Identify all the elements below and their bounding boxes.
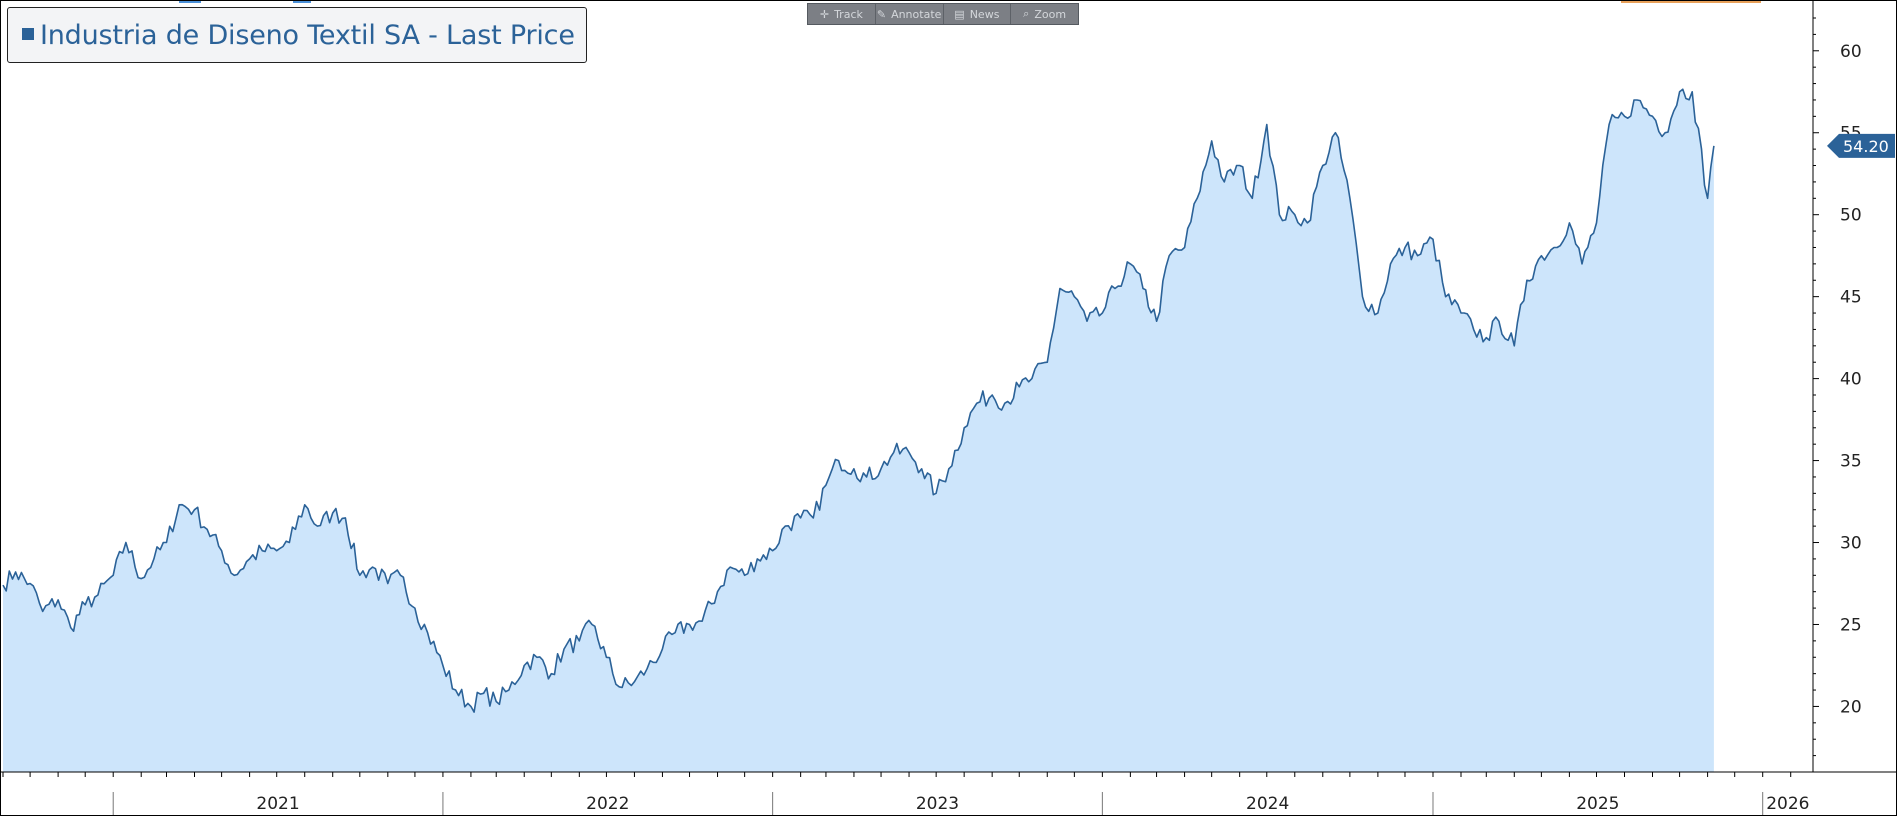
y-tick-label: 45 xyxy=(1840,288,1862,308)
newspaper-icon: ▤ xyxy=(954,7,965,21)
annotate-button[interactable]: ✎ Annotate xyxy=(876,4,944,24)
y-tick-label: 35 xyxy=(1840,452,1862,472)
track-label: Track xyxy=(834,7,863,21)
zoom-label: Zoom xyxy=(1034,7,1067,21)
last-price-label: 54.20 xyxy=(1827,133,1895,158)
x-tick-label: 2024 xyxy=(1246,794,1289,814)
news-button[interactable]: ▤ News xyxy=(944,4,1012,24)
pencil-icon: ✎ xyxy=(876,7,887,21)
top-edge-highlight xyxy=(1621,1,1761,3)
y-tick-label: 60 xyxy=(1840,42,1862,62)
axes-layer xyxy=(1,1,1896,773)
last-price-label-bg xyxy=(1827,133,1895,158)
top-edge-marker xyxy=(293,1,311,3)
price-area-layer xyxy=(2,88,1715,772)
track-button[interactable]: ✛ Track xyxy=(808,4,876,24)
news-label: News xyxy=(969,7,1000,21)
last-price-value: 54.20 xyxy=(1843,137,1889,156)
chart-toolbar: ✛ Track ✎ Annotate ▤ News ⌕ Zoom xyxy=(807,3,1079,25)
y-tick-label: 50 xyxy=(1840,206,1862,226)
y-tick-label: 30 xyxy=(1840,534,1862,554)
price-area-fill xyxy=(3,89,1714,772)
y-tick-label: 40 xyxy=(1840,370,1862,390)
x-tick-label: 2025 xyxy=(1576,794,1619,814)
zoom-button[interactable]: ⌕ Zoom xyxy=(1011,4,1078,24)
legend[interactable]: Industria de Diseno Textil SA - Last Pri… xyxy=(7,7,587,63)
price-series-line xyxy=(2,88,1715,713)
x-tick-label: 2026 xyxy=(1766,794,1809,814)
crosshair-icon: ✛ xyxy=(819,7,830,21)
y-tick-label: 25 xyxy=(1840,615,1862,635)
y-tick-label: 20 xyxy=(1840,697,1862,717)
top-edge-marker xyxy=(179,1,201,3)
x-tick-label: 2023 xyxy=(916,794,959,814)
legend-label: Industria de Diseno Textil SA - Last Pri… xyxy=(40,19,575,51)
x-axis: 2021 2022 2023 2024 2025 2026 xyxy=(2,772,1809,815)
x-tick-label: 2022 xyxy=(586,794,629,814)
x-tick-label: 2021 xyxy=(256,794,299,814)
annotate-label: Annotate xyxy=(891,7,942,21)
legend-swatch xyxy=(22,28,34,40)
magnifier-icon: ⌕ xyxy=(1023,7,1030,20)
